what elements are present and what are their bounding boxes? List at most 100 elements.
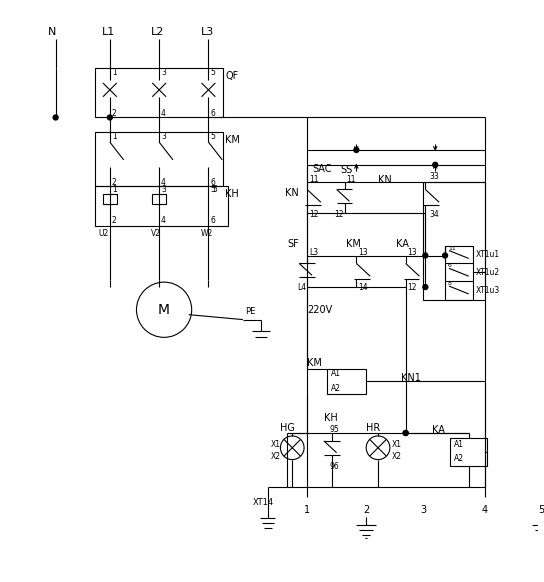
Text: KH: KH xyxy=(324,413,338,423)
Circle shape xyxy=(423,285,428,289)
Text: 11: 11 xyxy=(448,246,456,251)
Text: 6: 6 xyxy=(448,263,452,268)
Bar xyxy=(152,194,166,204)
Text: 13: 13 xyxy=(407,248,417,257)
Text: 4: 4 xyxy=(161,217,166,225)
Text: SS: SS xyxy=(341,165,353,175)
Text: 1: 1 xyxy=(112,185,116,194)
Text: KN: KN xyxy=(378,175,392,184)
Text: 5: 5 xyxy=(211,68,215,77)
Text: 5: 5 xyxy=(211,132,215,141)
Text: U2: U2 xyxy=(98,229,108,238)
Text: 3: 3 xyxy=(161,185,166,194)
Text: L3: L3 xyxy=(201,27,214,37)
Circle shape xyxy=(280,436,304,460)
Bar xyxy=(103,194,117,204)
Text: X2: X2 xyxy=(392,452,402,461)
Text: 12: 12 xyxy=(309,210,319,219)
Text: HR: HR xyxy=(366,423,380,433)
Text: 95: 95 xyxy=(330,424,339,434)
Text: KN: KN xyxy=(286,189,299,198)
Text: X2: X2 xyxy=(270,452,281,461)
Text: KM: KM xyxy=(307,358,322,368)
Circle shape xyxy=(403,431,408,435)
Circle shape xyxy=(137,282,191,338)
Text: W2: W2 xyxy=(201,229,213,238)
Text: 1: 1 xyxy=(112,68,116,77)
Text: X1: X1 xyxy=(270,441,281,449)
Circle shape xyxy=(107,115,112,120)
Text: KH: KH xyxy=(225,189,239,200)
Text: 3: 3 xyxy=(161,132,166,141)
Text: 12: 12 xyxy=(407,282,417,292)
Text: V2: V2 xyxy=(151,229,161,238)
Text: 34: 34 xyxy=(429,210,439,219)
Text: XT14: XT14 xyxy=(253,498,274,506)
Text: 5: 5 xyxy=(539,505,544,515)
Text: 6: 6 xyxy=(211,178,215,187)
Text: L4: L4 xyxy=(297,282,306,292)
Text: 14: 14 xyxy=(358,282,368,292)
Text: KA: KA xyxy=(432,425,445,435)
Text: 1: 1 xyxy=(112,132,116,141)
Circle shape xyxy=(443,253,448,258)
Text: KM: KM xyxy=(225,135,240,145)
Text: A2: A2 xyxy=(454,454,464,463)
Text: SAC: SAC xyxy=(312,164,331,174)
Text: XT1u1: XT1u1 xyxy=(475,250,500,259)
Text: 11: 11 xyxy=(347,175,356,184)
Circle shape xyxy=(53,115,58,120)
Text: KA: KA xyxy=(396,239,409,249)
Text: L1: L1 xyxy=(102,27,115,37)
Text: M: M xyxy=(158,303,170,317)
Text: 220V: 220V xyxy=(307,305,332,315)
Text: 2: 2 xyxy=(363,505,369,515)
Text: 2: 2 xyxy=(112,109,116,118)
Circle shape xyxy=(403,431,408,435)
Text: KN1: KN1 xyxy=(401,372,421,383)
Circle shape xyxy=(423,253,428,258)
Text: SF: SF xyxy=(287,239,299,249)
Bar xyxy=(423,182,485,300)
Text: 2: 2 xyxy=(112,217,116,225)
Text: 4: 4 xyxy=(481,505,487,515)
Bar xyxy=(327,369,366,393)
Text: HG: HG xyxy=(280,423,295,433)
Text: KM: KM xyxy=(347,239,361,249)
Bar xyxy=(445,246,473,300)
Text: A2: A2 xyxy=(331,384,341,393)
Text: 96: 96 xyxy=(330,462,339,471)
Circle shape xyxy=(354,148,359,152)
Text: L2: L2 xyxy=(151,27,165,37)
Bar xyxy=(95,186,228,226)
Text: 4: 4 xyxy=(161,178,166,187)
Text: 33: 33 xyxy=(429,172,439,181)
Text: 4: 4 xyxy=(161,109,166,118)
Circle shape xyxy=(366,436,390,460)
Text: 8: 8 xyxy=(448,281,452,286)
Bar xyxy=(450,438,487,466)
Text: XT1u3: XT1u3 xyxy=(475,286,500,294)
Text: L3: L3 xyxy=(309,248,318,257)
Text: 3: 3 xyxy=(161,68,166,77)
Bar xyxy=(95,132,223,186)
Circle shape xyxy=(433,162,438,167)
Text: A1: A1 xyxy=(454,441,464,449)
Text: 1: 1 xyxy=(304,505,310,515)
Text: 5: 5 xyxy=(212,185,217,194)
Text: XT1u2: XT1u2 xyxy=(475,268,500,277)
Text: A1: A1 xyxy=(331,370,341,378)
Text: N: N xyxy=(48,27,56,37)
Text: PE: PE xyxy=(245,307,255,316)
Text: 6: 6 xyxy=(211,217,215,225)
Text: 11: 11 xyxy=(309,175,319,184)
Text: QF: QF xyxy=(225,71,238,81)
Text: X1: X1 xyxy=(392,441,402,449)
Text: 12: 12 xyxy=(335,210,344,219)
Text: 2: 2 xyxy=(112,178,116,187)
Text: 5: 5 xyxy=(211,185,215,194)
Bar xyxy=(95,68,223,118)
Text: 3: 3 xyxy=(421,505,426,515)
Text: 13: 13 xyxy=(358,248,368,257)
Text: 6: 6 xyxy=(211,109,215,118)
